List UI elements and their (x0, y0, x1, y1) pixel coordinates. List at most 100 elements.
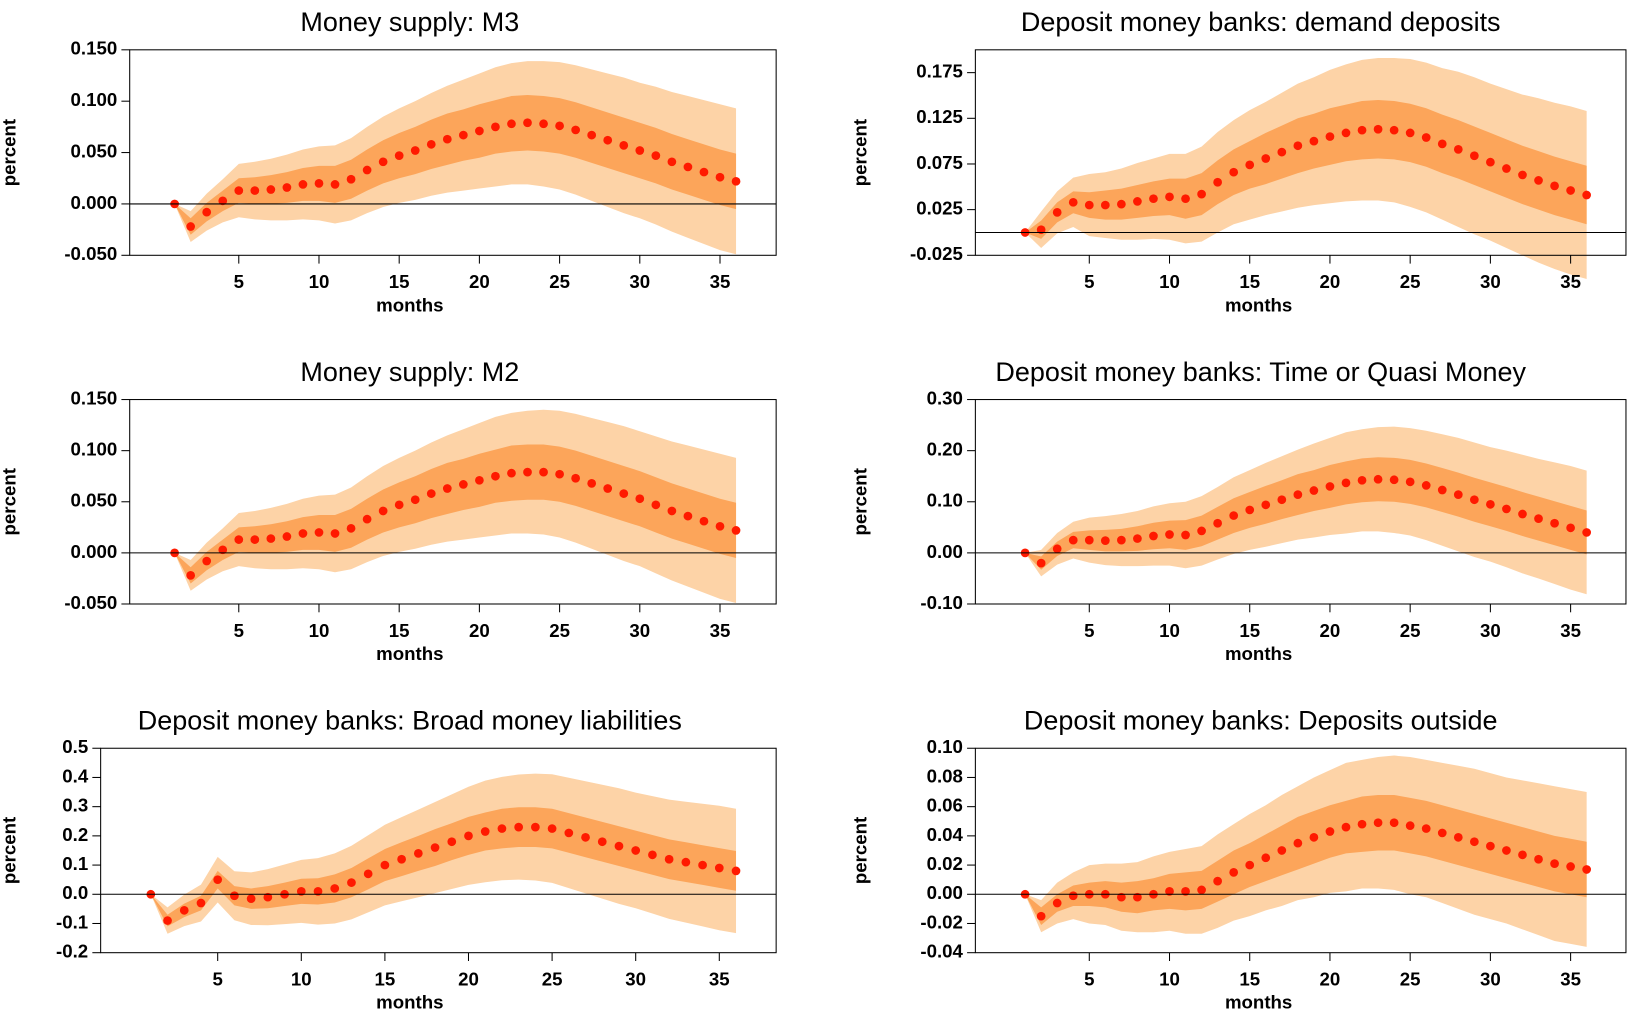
point (1405, 128, 1415, 138)
point (179, 905, 189, 915)
point (1197, 526, 1206, 536)
point (1149, 531, 1158, 541)
point (1421, 824, 1431, 833)
point (380, 860, 390, 870)
point (282, 183, 292, 192)
point (346, 174, 356, 184)
point (731, 866, 741, 876)
y-tick-label: 0.20 (927, 439, 963, 460)
x-axis-label: months (1225, 643, 1292, 664)
point (555, 469, 564, 479)
point (394, 500, 404, 510)
point (1502, 504, 1511, 514)
x-axis-label: months (376, 294, 443, 315)
panel-title: Money supply: M3 (300, 7, 519, 37)
point (202, 556, 212, 566)
y-tick-label: 0.10 (927, 736, 963, 757)
point (1437, 139, 1447, 149)
x-tick-label: 25 (1400, 969, 1421, 990)
point (314, 528, 324, 537)
point (1373, 818, 1383, 828)
point (1052, 544, 1062, 554)
point (571, 125, 580, 135)
point (234, 186, 244, 195)
x-tick-label: 15 (375, 969, 396, 990)
point (1550, 518, 1559, 528)
y-tick-label: 0.000 (71, 541, 118, 562)
inner-band (174, 444, 737, 584)
point (1261, 853, 1271, 863)
point (298, 529, 308, 538)
x-tick-label: 5 (1084, 969, 1094, 990)
x-tick-label: 30 (629, 620, 650, 641)
point (1181, 194, 1190, 204)
point (1486, 841, 1495, 851)
x-tick-label: 30 (1480, 271, 1501, 292)
y-tick-label: 0.175 (916, 61, 963, 82)
x-tick-label: 35 (710, 620, 731, 641)
point (202, 207, 212, 217)
point (1229, 868, 1239, 877)
y-tick-label: -0.050 (64, 243, 117, 264)
point (1245, 505, 1255, 515)
y-tick-label: 0.3 (62, 795, 88, 816)
point (1550, 859, 1559, 868)
y-axis-label: percent (849, 468, 870, 535)
point (667, 157, 677, 167)
point (1389, 475, 1399, 485)
point (1229, 511, 1239, 520)
point (250, 535, 260, 544)
point (330, 180, 340, 189)
point (731, 176, 741, 186)
point (250, 186, 260, 195)
point (1068, 535, 1078, 545)
point (298, 180, 308, 189)
point (1502, 164, 1511, 173)
point (681, 857, 691, 867)
point (1582, 865, 1592, 874)
point (1213, 876, 1222, 886)
panel-title: Deposit money banks: Deposits outside (1024, 706, 1498, 736)
y-tick-label: -0.1 (56, 911, 88, 932)
point (266, 185, 276, 194)
point (603, 484, 613, 493)
x-tick-label: 10 (309, 620, 330, 641)
point (1213, 518, 1222, 528)
panel-title: Deposit money banks: demand deposits (1021, 7, 1501, 37)
point (683, 162, 693, 172)
point (683, 511, 693, 521)
panel-title: Money supply: M2 (300, 357, 519, 387)
point (1421, 481, 1431, 490)
point (1197, 189, 1206, 199)
plot-frame (974, 747, 1627, 954)
point (539, 119, 548, 129)
y-axis-label: percent (0, 119, 20, 186)
point (1582, 190, 1592, 200)
point (1277, 495, 1287, 505)
point (1486, 157, 1495, 167)
point (1229, 167, 1239, 177)
panel-title: Deposit money banks: Time or Quasi Money (995, 357, 1526, 387)
point (1133, 534, 1142, 543)
point (648, 850, 657, 860)
point (442, 134, 452, 144)
point (491, 122, 500, 132)
panel: Deposit money banks: demand deposits perc… (849, 7, 1627, 315)
x-tick-label: 25 (1400, 271, 1421, 292)
point (1084, 200, 1094, 210)
point (234, 535, 244, 544)
point (1357, 475, 1367, 485)
x-tick-label: 5 (234, 620, 244, 641)
point (635, 494, 645, 504)
point (378, 506, 388, 516)
y-tick-label: 0.2 (62, 824, 88, 845)
x-tick-label: 15 (1239, 620, 1260, 641)
point (314, 179, 324, 188)
point (667, 506, 677, 516)
point (397, 854, 406, 864)
point (631, 846, 641, 855)
x-tick-label: 30 (629, 271, 650, 292)
panel: Deposit money banks: Deposits outside per… (849, 706, 1627, 1013)
y-tick-label: 0.0 (62, 882, 88, 903)
point (587, 130, 597, 140)
